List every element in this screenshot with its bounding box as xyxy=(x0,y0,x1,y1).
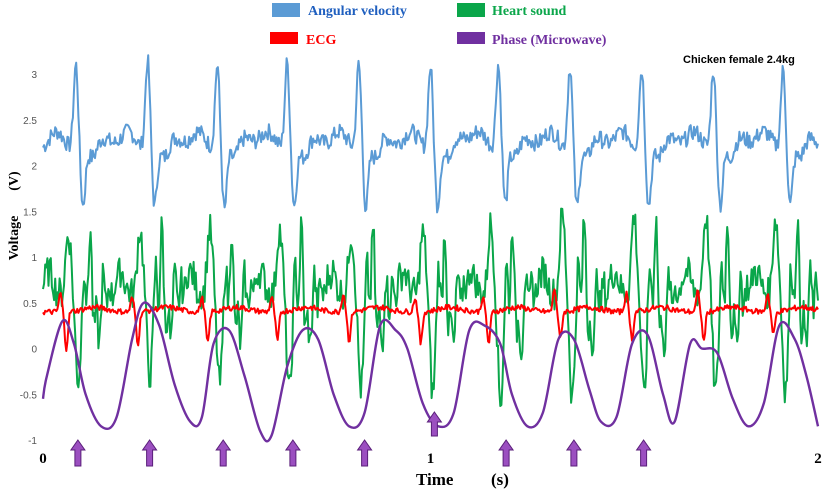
series-line-ecg xyxy=(42,288,819,352)
y-axis-ticks: -1 -0.5 0 0.5 1 1.5 2 2.5 3 xyxy=(20,70,38,447)
y-tick-label: -0.5 xyxy=(20,390,38,401)
series-line-angular-velocity xyxy=(42,54,819,214)
phase-arrow-icon xyxy=(284,439,301,467)
y-axis-unit: (V) xyxy=(7,171,22,191)
y-tick-label: 1.5 xyxy=(23,207,37,218)
phase-arrow-icon xyxy=(635,439,652,467)
y-tick-label: 0 xyxy=(31,345,37,356)
y-tick-label: 2.5 xyxy=(23,116,37,127)
subject-annotation: Chicken female 2.4kg xyxy=(683,54,795,66)
y-tick-label: 1 xyxy=(31,253,37,264)
phase-arrow-icon xyxy=(69,439,86,467)
phase-arrow-icon xyxy=(356,439,373,467)
phase-arrow-icon xyxy=(498,439,515,467)
legend-swatch-ecg xyxy=(270,32,298,44)
legend-label-phase-microwave: Phase (Microwave) xyxy=(492,33,607,48)
phase-arrows xyxy=(69,411,652,467)
phase-arrow-icon xyxy=(426,411,443,437)
legend-swatch-phase-microwave xyxy=(457,32,485,44)
series-line-phase-microwave xyxy=(41,301,820,443)
x-axis-ticks: 0 1 2 xyxy=(39,451,822,467)
x-axis-label: Time xyxy=(416,470,454,489)
y-tick-label: 0.5 xyxy=(23,299,37,310)
x-tick-label: 2 xyxy=(814,451,822,467)
phase-arrow-icon xyxy=(141,439,158,467)
y-tick-label: 2 xyxy=(31,162,37,173)
chart-legend: Angular velocity Heart sound ECG Phase (… xyxy=(270,3,607,48)
plot-area xyxy=(41,54,820,443)
y-tick-label: -1 xyxy=(28,436,37,447)
phase-arrow-icon xyxy=(215,439,232,467)
y-tick-label: 3 xyxy=(31,70,37,81)
series-line-heart-sound xyxy=(42,207,819,407)
x-tick-label: 0 xyxy=(39,451,47,467)
legend-label-heart-sound: Heart sound xyxy=(492,4,567,19)
legend-swatch-angular-velocity xyxy=(272,3,300,17)
x-axis-unit: (s) xyxy=(491,470,509,489)
legend-swatch-heart-sound xyxy=(457,3,485,17)
y-axis-label: Voltage xyxy=(7,216,22,261)
x-tick-label: 1 xyxy=(427,451,435,467)
phase-arrow-icon xyxy=(565,439,582,467)
legend-label-ecg: ECG xyxy=(306,33,336,48)
legend-label-angular-velocity: Angular velocity xyxy=(308,4,407,19)
